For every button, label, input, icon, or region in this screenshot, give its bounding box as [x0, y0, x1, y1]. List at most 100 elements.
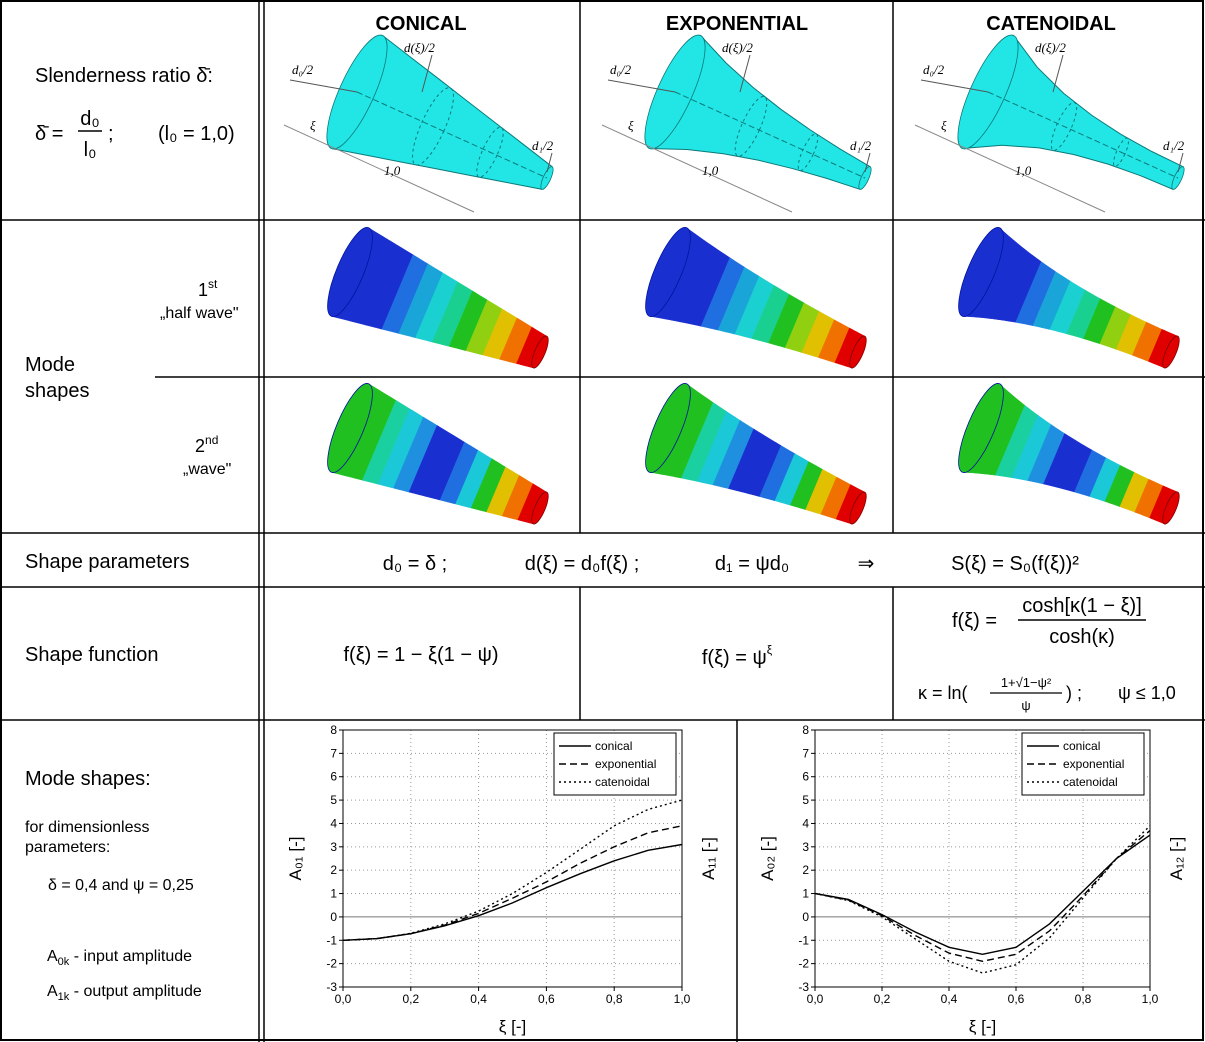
legend-label: exponential	[595, 757, 656, 771]
y-tick-label: 3	[330, 840, 337, 854]
x-tick-label: 1,0	[1142, 992, 1159, 1006]
y-tick-label: 8	[330, 723, 337, 737]
mode-suffix: st	[208, 277, 218, 291]
y-tick-label: 1	[802, 887, 809, 901]
column-header: EXPONENTIAL	[666, 13, 808, 35]
x-tick-label: 0,4	[941, 992, 958, 1006]
y-tick-label: 7	[802, 746, 809, 760]
y-axis-label: A₀₂ [-]	[758, 836, 777, 881]
column-header: CATENOIDAL	[986, 13, 1116, 35]
symbol: A	[47, 948, 58, 965]
note: A0k - input amplitude	[47, 948, 192, 968]
x-tick-label: 0,2	[402, 992, 419, 1006]
mode-name: „half wave"	[160, 305, 239, 322]
row-label: Shape parameters	[25, 551, 190, 573]
legend-label: conical	[1063, 739, 1100, 753]
drawing-label: 1,0	[384, 163, 401, 178]
dimension-line	[1053, 55, 1063, 92]
formula: κ = ln(	[918, 683, 968, 703]
formula: cosh[κ(1 − ξ)]	[1022, 595, 1142, 617]
note: for dimensionless	[25, 819, 150, 836]
formula: ⇒	[858, 553, 875, 575]
formula: l₀	[84, 139, 97, 161]
formula: d₀ = δ ;	[383, 553, 447, 575]
formula: d₁ = ψd₀	[715, 553, 789, 575]
y-tick-label: 3	[802, 840, 809, 854]
data-line	[815, 826, 1150, 973]
formula: f(ξ) =	[952, 610, 997, 632]
note: A1k - output amplitude	[47, 983, 202, 1003]
mode-number: 2	[195, 436, 205, 456]
legend-label: catenoidal	[1063, 775, 1118, 789]
formula: cosh(κ)	[1049, 626, 1115, 648]
drawing-label: d₀/2	[923, 62, 945, 77]
mode-suffix: nd	[205, 433, 218, 447]
x-tick-label: 0,6	[1008, 992, 1025, 1006]
y-axis-label-right: A₁₂ [-]	[1167, 837, 1186, 881]
drawing-label: d(ξ)/2	[1035, 40, 1066, 55]
page: d₀/2d(ξ)/2d₁/2ξ1,0d₀/2d(ξ)/2d₁/2ξ1,0d₀/2…	[0, 0, 1205, 1042]
y-tick-label: -2	[798, 957, 809, 971]
mode-order: 1st	[198, 277, 218, 300]
y-tick-label: 6	[330, 770, 337, 784]
y-tick-label: -1	[798, 933, 809, 947]
formula: ψ	[1021, 698, 1030, 713]
data-line	[343, 826, 682, 941]
y-tick-label: 5	[330, 793, 337, 807]
y-tick-label: 4	[330, 816, 337, 830]
subscript: 1k	[58, 991, 70, 1003]
data-line	[815, 835, 1150, 954]
y-tick-label: 2	[802, 863, 809, 877]
formula: δ̄ =	[35, 123, 63, 145]
formula: d₀	[80, 108, 99, 130]
drawing-label: ξ	[941, 118, 947, 133]
y-tick-label: 8	[802, 723, 809, 737]
formula: f(ξ) = 1 − ξ(1 − ψ)	[344, 644, 499, 666]
mode-name: „wave"	[183, 461, 231, 478]
row-label: Shape function	[25, 644, 158, 666]
note: δ = 0,4 and ψ = 0,25	[48, 877, 194, 894]
data-line	[815, 831, 1150, 962]
formula: f(ξ) = ψξ	[702, 643, 773, 669]
y-axis-label-right: A₁₁ [-]	[699, 837, 718, 880]
y-tick-label: 4	[802, 816, 809, 830]
y-tick-label: 0	[330, 910, 337, 924]
y-axis-label: A₀₁ [-]	[286, 837, 305, 881]
x-tick-label: 0,6	[538, 992, 555, 1006]
note-text: - output amplitude	[69, 983, 202, 1000]
x-axis-label: ξ [-]	[499, 1017, 526, 1036]
drawing-label: d(ξ)/2	[404, 40, 435, 55]
drawing-label: ξ	[310, 118, 316, 133]
data-line	[343, 845, 682, 941]
subscript: 0k	[58, 956, 70, 968]
mode-order: 2nd	[195, 433, 218, 456]
y-tick-label: 5	[802, 793, 809, 807]
formula: d(ξ) = d₀f(ξ) ;	[525, 553, 640, 575]
row-label: Mode	[25, 354, 75, 376]
formula: 1+√1−ψ²	[1001, 675, 1052, 690]
x-tick-label: 1,0	[674, 992, 691, 1006]
drawing-label: d₁/2	[532, 138, 554, 153]
drawings: d₀/2d(ξ)/2d₁/2ξ1,0d₀/2d(ξ)/2d₁/2ξ1,0d₀/2…	[284, 28, 1187, 526]
drawing-label: ξ	[628, 118, 634, 133]
note-text: - input amplitude	[69, 948, 192, 965]
drawing-label: 1,0	[702, 163, 719, 178]
y-tick-label: 0	[802, 910, 809, 924]
legend-label: conical	[595, 739, 632, 753]
x-tick-label: 0,0	[335, 992, 352, 1006]
drawing-label: d₁/2	[850, 138, 872, 153]
symbol: A	[47, 983, 58, 1000]
legend-label: catenoidal	[595, 775, 650, 789]
row-label: Slenderness ratio δ̄:	[35, 65, 213, 87]
x-tick-label: 0,4	[470, 992, 487, 1006]
drawing-label: 1,0	[1015, 163, 1032, 178]
y-tick-label: 6	[802, 770, 809, 784]
column-header: CONICAL	[375, 13, 466, 35]
legend-label: exponential	[1063, 757, 1124, 771]
y-tick-label: 1	[330, 887, 337, 901]
formula: (l₀ = 1,0)	[158, 123, 235, 145]
y-tick-label: -1	[326, 933, 337, 947]
drawing-label: d₀/2	[610, 62, 632, 77]
row-label: shapes	[25, 380, 90, 402]
y-tick-label: 2	[330, 863, 337, 877]
